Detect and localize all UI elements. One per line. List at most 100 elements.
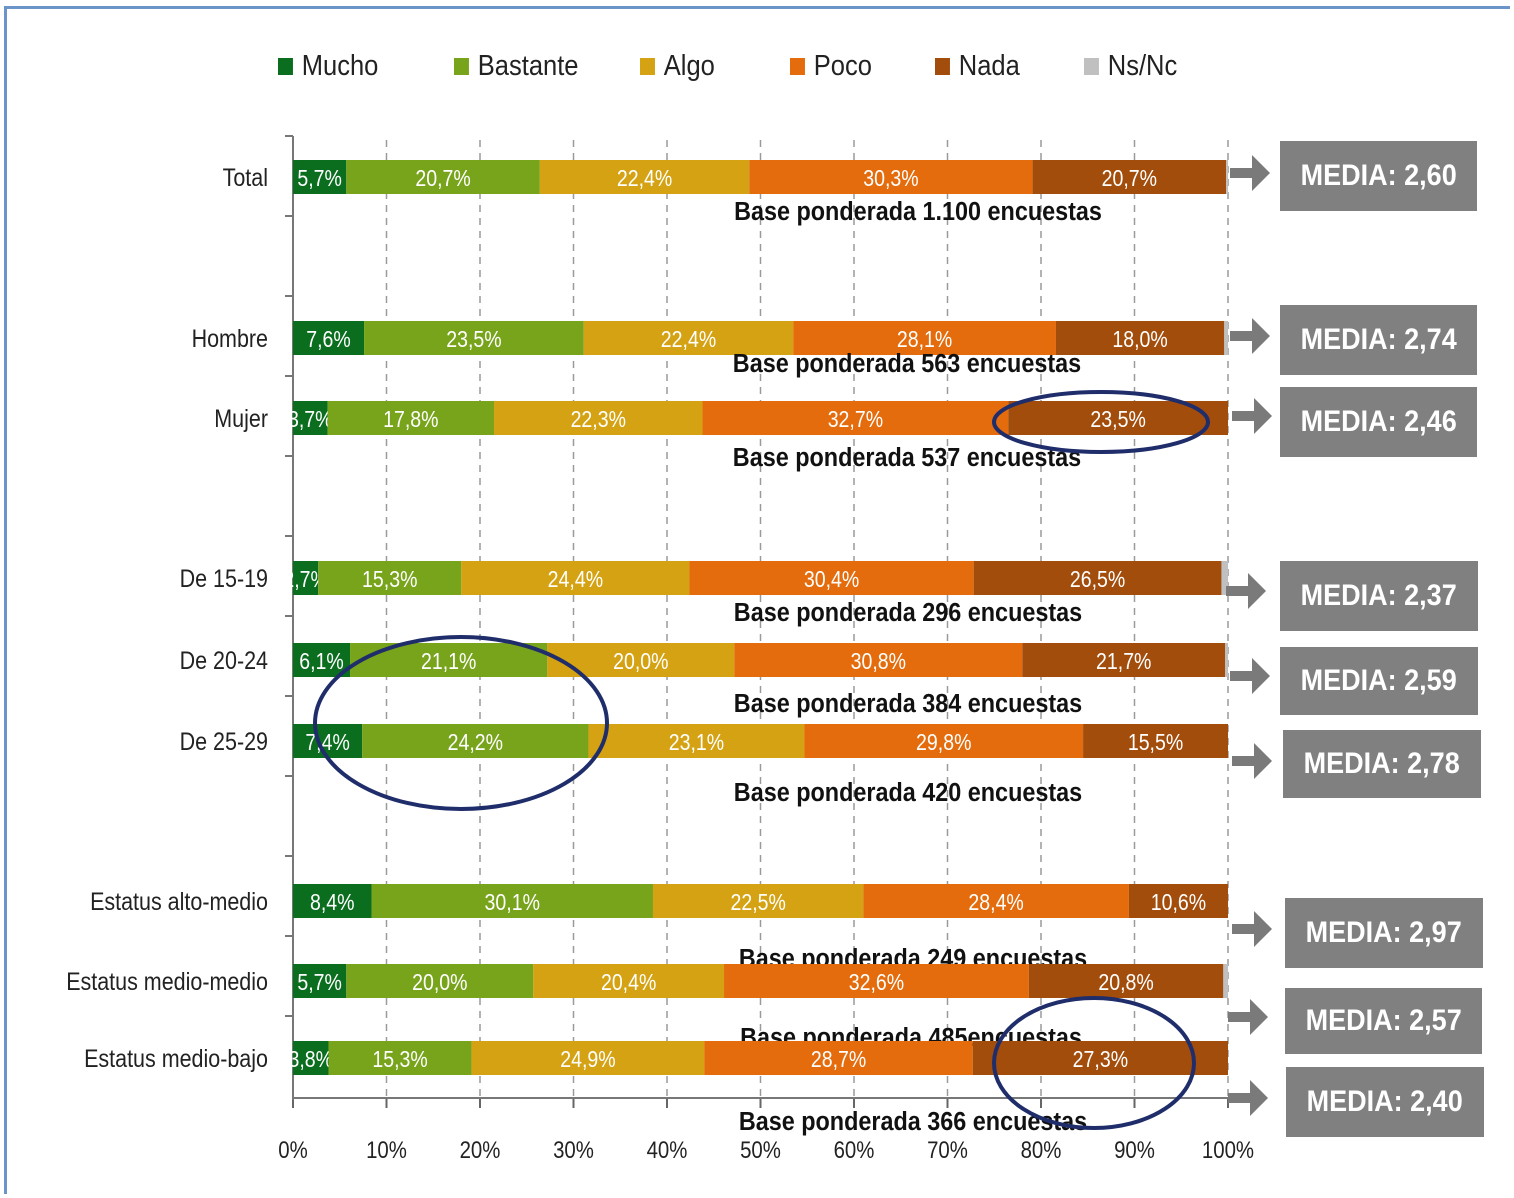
bar-segment-nada — [1055, 321, 1225, 355]
arrow-icon — [1232, 911, 1272, 947]
arrow-icon — [1230, 318, 1270, 354]
bar-segment-bastante — [364, 321, 584, 355]
data-label: 23,5% — [446, 327, 501, 353]
x-tick-label: 70% — [927, 1136, 968, 1163]
legend-swatch — [278, 57, 293, 75]
media-box: MEDIA: 2,78 — [1283, 730, 1481, 798]
media-value: MEDIA: 2,59 — [1300, 664, 1458, 697]
bar-segment-bastante — [371, 884, 653, 918]
data-label: 3,7% — [288, 407, 333, 433]
data-label: 20,7% — [415, 166, 470, 192]
bar-segment-algo — [471, 1041, 705, 1075]
arrow-icon — [1232, 743, 1272, 779]
media-box: MEDIA: 2,74 — [1280, 305, 1477, 375]
bar-segment-algo — [494, 401, 703, 435]
data-label: 21,7% — [1096, 649, 1151, 675]
arrow-icon — [1230, 155, 1270, 191]
highlight-ellipse — [992, 996, 1196, 1130]
legend-label: Poco — [813, 49, 872, 82]
bar-segment-nada — [1022, 643, 1226, 677]
data-label: 3,8% — [288, 1047, 333, 1073]
data-label: 30,1% — [485, 890, 540, 916]
data-label: 6,1% — [299, 649, 344, 675]
data-label: 17,8% — [383, 407, 438, 433]
bar-segment-bastante — [346, 160, 540, 194]
data-label: 26,5% — [1070, 567, 1125, 593]
base-label: Base ponderada 384 encuestas — [734, 690, 1082, 718]
highlight-ellipse — [992, 390, 1210, 454]
data-label: 20,0% — [412, 970, 467, 996]
data-label: 7,6% — [306, 327, 351, 353]
x-tick-label: 60% — [834, 1136, 875, 1163]
x-tick-label: 0% — [278, 1136, 307, 1163]
bar-segment-nsnc — [1224, 321, 1228, 355]
bar-segment-mucho — [293, 884, 372, 918]
bar-segment-poco — [749, 160, 1033, 194]
bar-segment-nsnc — [1226, 160, 1228, 194]
data-label: 32,7% — [828, 407, 883, 433]
bar-segment-algo — [588, 724, 805, 758]
x-tick-label: 50% — [740, 1136, 781, 1163]
row-label: Estatus medio-bajo — [84, 1044, 268, 1072]
highlight-ellipse — [313, 635, 609, 811]
media-box: MEDIA: 2,37 — [1280, 561, 1478, 631]
bar-segment-algo — [652, 884, 864, 918]
data-label: 15,5% — [1128, 730, 1183, 756]
media-box: MEDIA: 2,46 — [1280, 387, 1477, 457]
data-label: 21,1% — [421, 649, 476, 675]
media-value: MEDIA: 2,57 — [1305, 1004, 1462, 1037]
data-label: 15,3% — [362, 567, 417, 593]
data-label: 27,3% — [1073, 1047, 1128, 1073]
media-box: MEDIA: 2,59 — [1280, 647, 1478, 715]
data-label: 28,7% — [811, 1047, 866, 1073]
legend-item: Ns/Nc — [1084, 44, 1177, 88]
row-label: Estatus alto-medio — [90, 887, 268, 915]
arrow-icon — [1228, 999, 1268, 1035]
base-label: Base ponderada 366 encuestas — [739, 1108, 1087, 1136]
data-label: 28,4% — [968, 890, 1023, 916]
row-label: Mujer — [214, 404, 268, 432]
data-label: 5,7% — [297, 970, 342, 996]
data-label: 29,8% — [916, 730, 971, 756]
media-value: MEDIA: 2,78 — [1303, 747, 1461, 780]
data-label: 20,7% — [1102, 166, 1157, 192]
legend-swatch — [454, 57, 469, 75]
bar-segment-bastante — [328, 1041, 472, 1075]
data-label: 20,0% — [613, 649, 668, 675]
legend-label: Nada — [958, 49, 1020, 82]
data-label: 5,7% — [297, 166, 342, 192]
bar-segment-mucho — [293, 1041, 329, 1075]
x-tick-label: 20% — [460, 1136, 501, 1163]
data-label: 30,3% — [863, 166, 918, 192]
arrow-icon — [1230, 658, 1270, 694]
row-label: Total — [223, 163, 268, 191]
row-label: De 15-19 — [180, 564, 268, 592]
media-box: MEDIA: 2,40 — [1286, 1067, 1484, 1137]
data-label: 28,1% — [897, 327, 952, 353]
data-label: 23,1% — [669, 730, 724, 756]
data-label: 18,0% — [1112, 327, 1167, 353]
base-label: Base ponderada 563 encuestas — [733, 350, 1081, 378]
bar-segment-nada — [973, 561, 1222, 595]
bar-segment-poco — [863, 884, 1129, 918]
arrow-icon — [1228, 1080, 1268, 1116]
row-label: Hombre — [192, 324, 268, 352]
bar-segment-nada — [1032, 160, 1227, 194]
data-label: 30,4% — [804, 567, 859, 593]
data-label: 22,5% — [730, 890, 785, 916]
media-value: MEDIA: 2,46 — [1300, 405, 1457, 438]
base-label: Base ponderada 1.100 encuestas — [734, 198, 1102, 226]
bar-segment-bastante — [318, 561, 462, 595]
data-label: 22,4% — [661, 327, 716, 353]
data-label: 24,2% — [448, 730, 503, 756]
base-label: Base ponderada 537 encuestas — [733, 444, 1081, 472]
data-label: 22,3% — [571, 407, 626, 433]
legend-item: Bastante — [454, 44, 579, 88]
data-label: 30,8% — [851, 649, 906, 675]
bar-segment-algo — [533, 964, 725, 998]
bar-segment-poco — [689, 561, 974, 595]
base-label: Base ponderada 296 encuestas — [734, 599, 1082, 627]
legend-item: Poco — [790, 44, 872, 88]
bar-segment-poco — [704, 1041, 973, 1075]
